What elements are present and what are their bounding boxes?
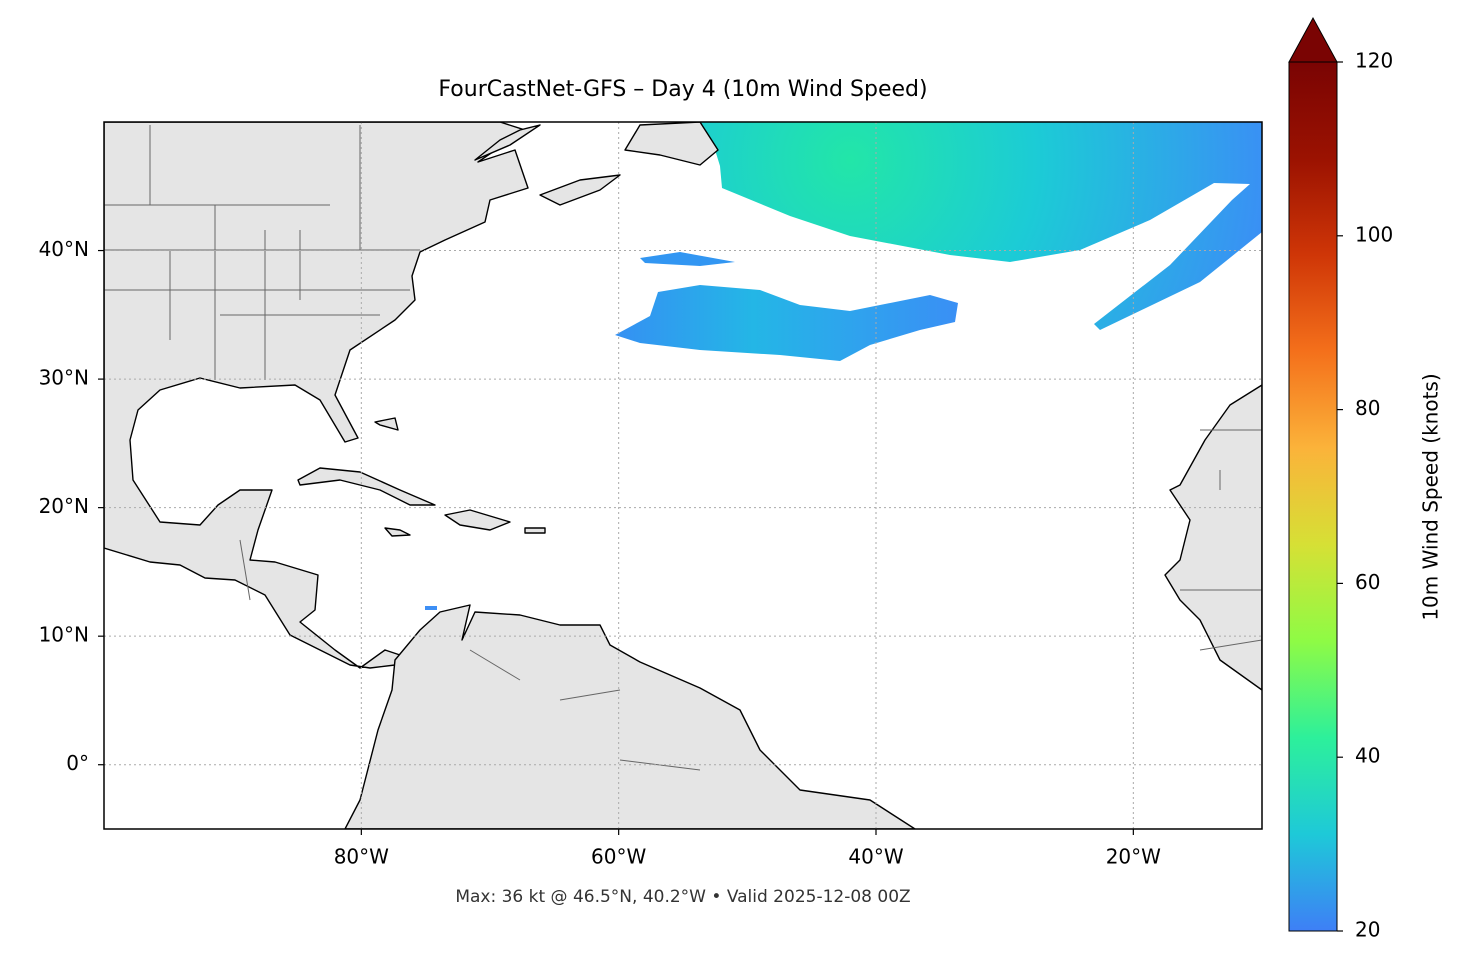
land [624, 122, 719, 166]
x-tick-label: 40°W [848, 845, 903, 869]
land [374, 417, 399, 431]
colorbar: 20 40 60 80 100 120 [1288, 16, 1393, 942]
x-tick-label: 60°W [591, 845, 646, 869]
land [539, 174, 621, 206]
wind-field [700, 122, 1262, 330]
colorbar-label: 10m Wind Speed (knots) [1419, 373, 1443, 620]
footnote: Max: 36 kt @ 46.5°N, 40.2°W • Valid 2025… [455, 887, 910, 907]
colorbar-scale [1288, 61, 1338, 932]
wind-field [640, 252, 735, 266]
land [474, 124, 541, 161]
y-tick-label: 10°N [39, 623, 89, 647]
y-tick-label: 30°N [39, 366, 89, 390]
colorbar-tick-label: 40 [1355, 744, 1380, 768]
colorbar-tick-label: 20 [1355, 918, 1380, 942]
land [297, 467, 436, 506]
colorbar-tick-label: 60 [1355, 570, 1380, 594]
gridlines [104, 122, 1262, 829]
y-tick-label: 40°N [39, 237, 89, 261]
land [104, 122, 529, 669]
colorbar-tick-label: 120 [1355, 49, 1393, 73]
land [1164, 384, 1262, 691]
x-tick-label: 80°W [334, 845, 389, 869]
colorbar-extend [1288, 16, 1338, 63]
colorbar-tick-label: 80 [1355, 396, 1380, 420]
x-tick-label: 20°W [1106, 845, 1161, 869]
state-borders [104, 125, 1262, 771]
wind-field [615, 285, 958, 361]
colorbar-tick-label: 100 [1355, 222, 1393, 246]
axes-frame [103, 121, 1263, 830]
land [524, 527, 546, 534]
land [384, 527, 411, 537]
wind-field [425, 606, 437, 610]
y-tick-label: 0° [66, 751, 89, 775]
map-area [104, 122, 1262, 829]
y-tick-label: 20°N [39, 494, 89, 518]
land [444, 509, 511, 531]
chart-title: FourCastNet-GFS – Day 4 (10m Wind Speed) [438, 77, 927, 102]
